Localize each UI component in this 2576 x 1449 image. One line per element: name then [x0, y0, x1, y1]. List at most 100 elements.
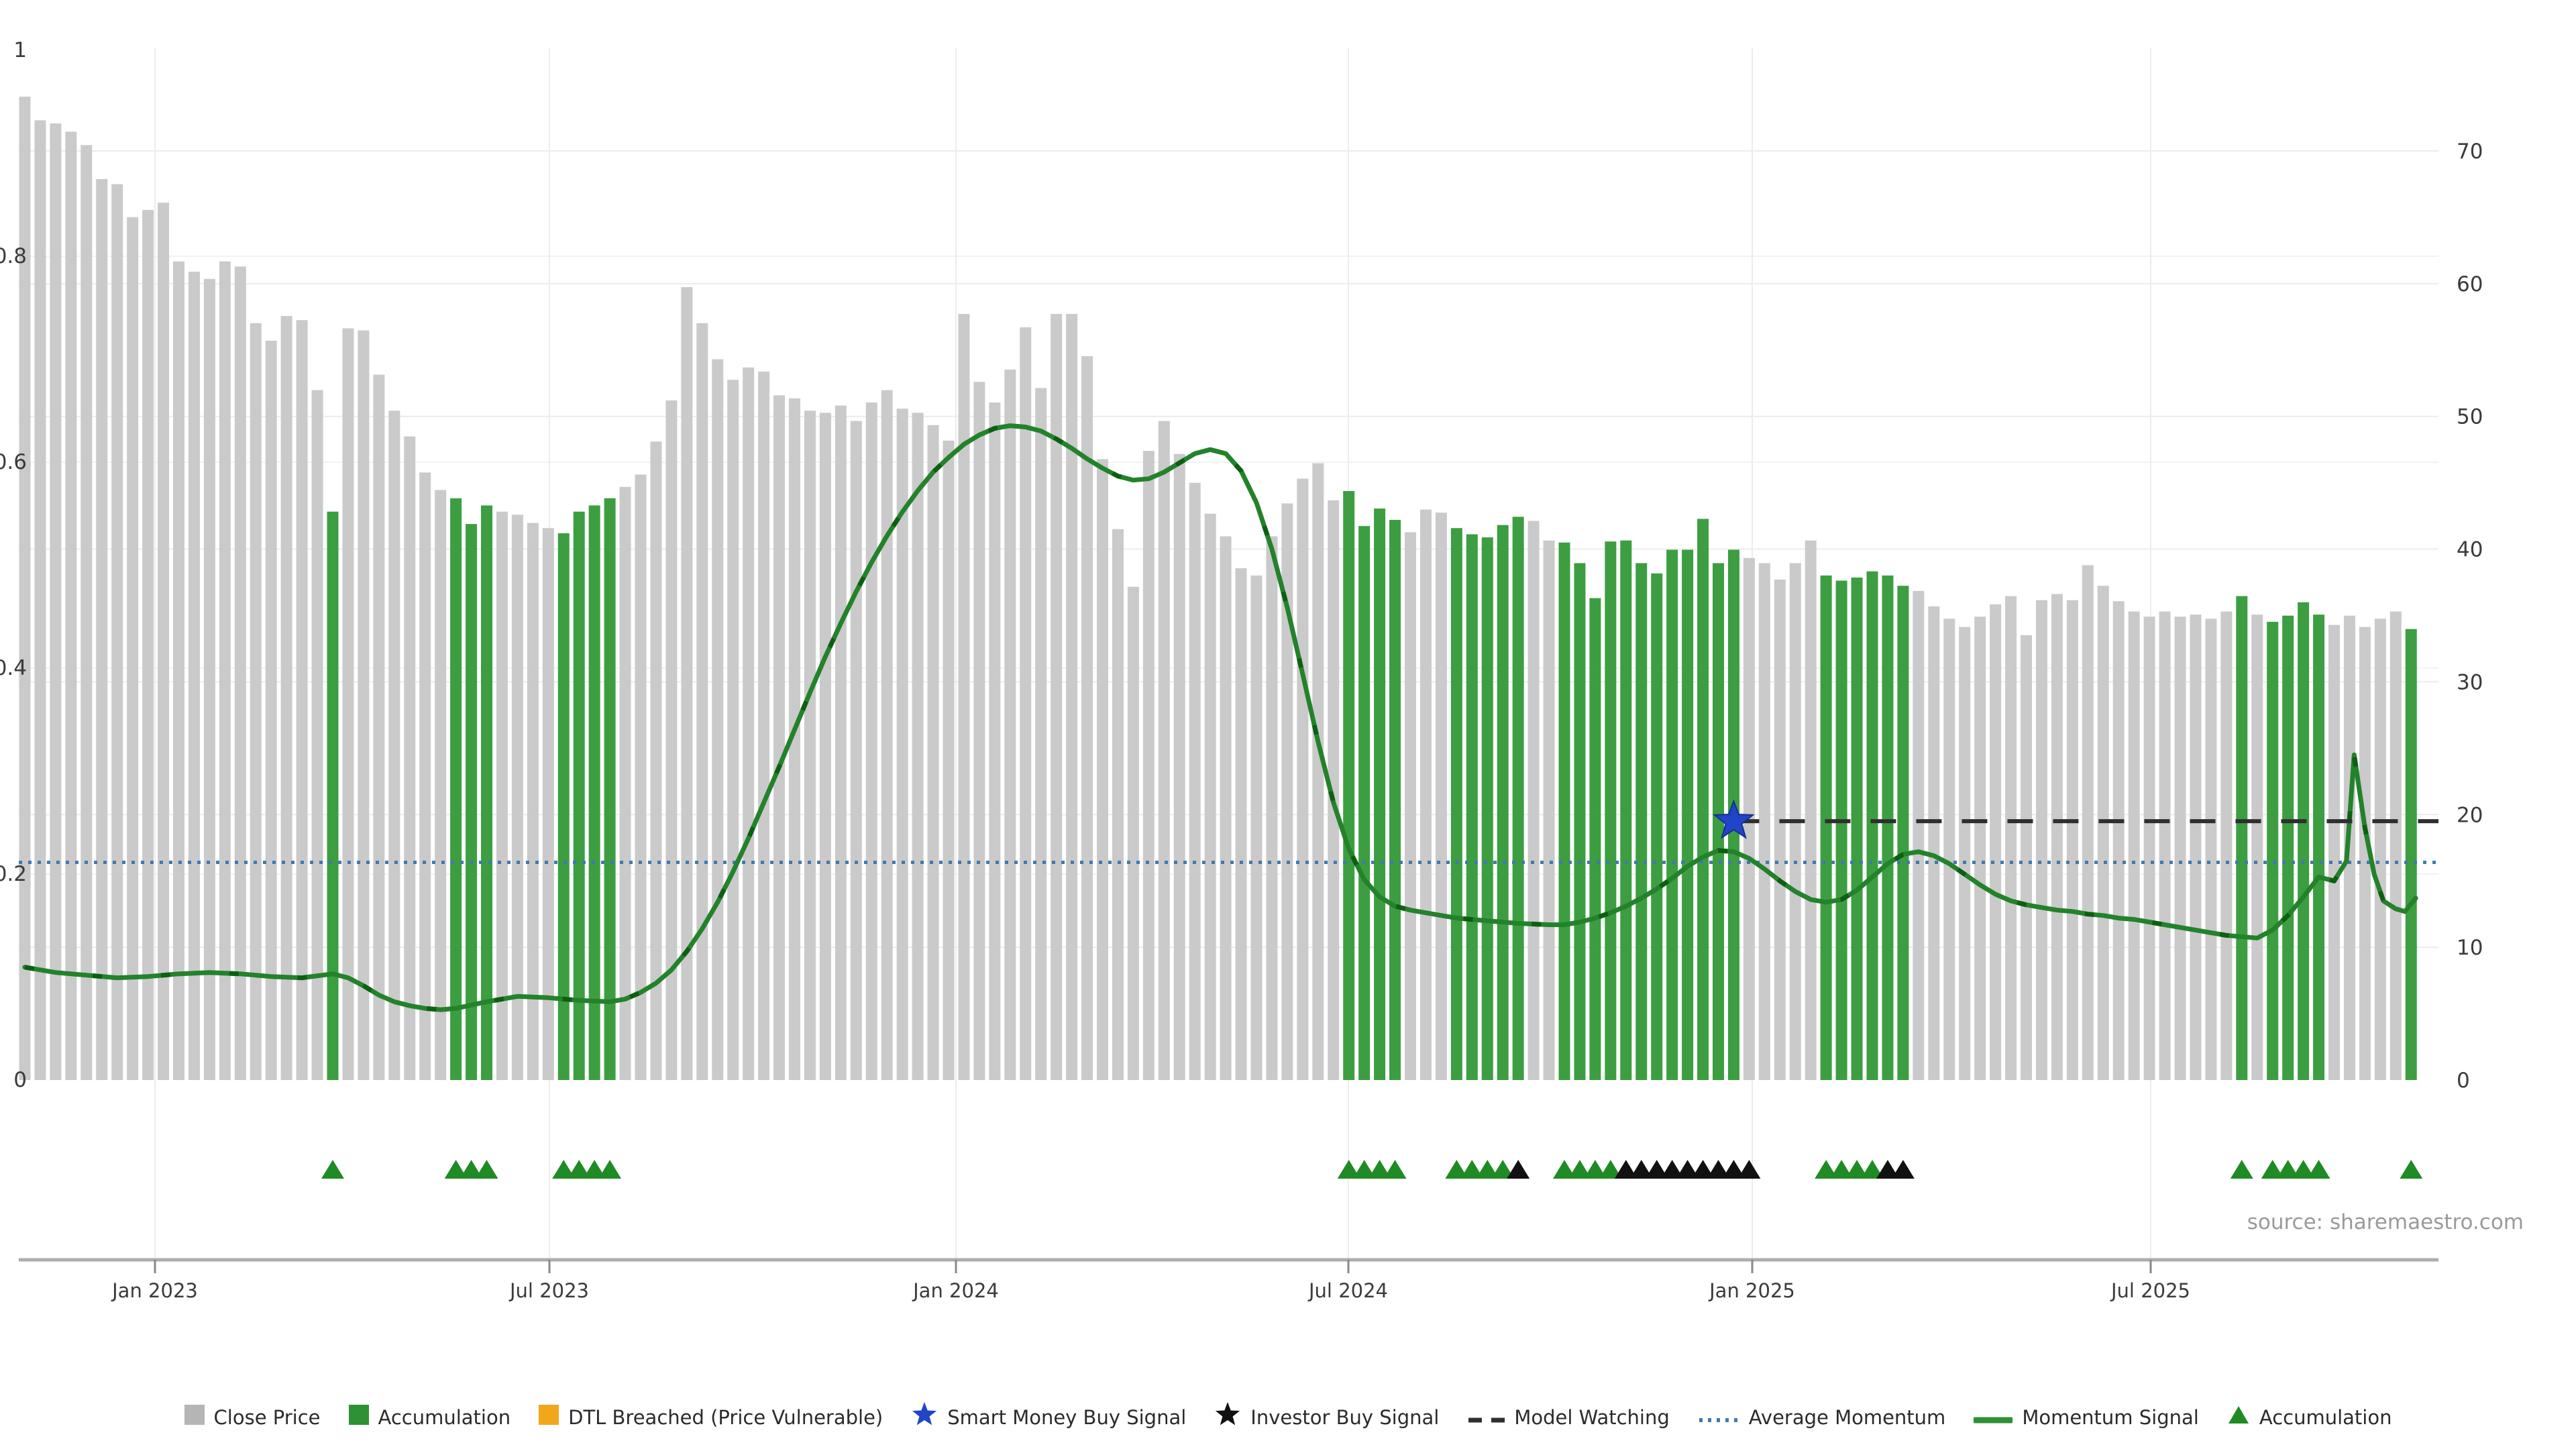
investor-triangle-icon — [1876, 1160, 1899, 1179]
close-price-bar — [681, 287, 693, 1080]
close-price-bar — [127, 217, 139, 1080]
close-price-bar — [511, 515, 523, 1080]
smart-money-star-icon — [911, 1401, 938, 1434]
accumulation-bar — [1713, 563, 1724, 1080]
close-price-bar — [727, 380, 739, 1081]
accumulation-bar — [1512, 517, 1524, 1080]
close-price-bar — [973, 382, 985, 1080]
close-price-bar — [850, 421, 862, 1080]
close-price-bar — [296, 320, 308, 1080]
close-price-bar — [1913, 590, 1925, 1080]
accumulation-bar — [1897, 586, 1909, 1080]
accumulation-triangle-icon — [1815, 1160, 1838, 1179]
accumulation-triangle-icon — [1337, 1160, 1360, 1179]
close-price-bar — [1066, 313, 1078, 1081]
close-price-bar — [2220, 611, 2233, 1080]
left-axis-tick-label: 0.8 — [0, 244, 27, 268]
close-price-bar — [1527, 521, 1540, 1080]
investor-triangle-icon — [1707, 1160, 1730, 1179]
close-price-bar — [234, 266, 246, 1081]
close-price-bar — [219, 261, 231, 1080]
close-price-bar — [1020, 327, 1032, 1080]
accumulation-bar — [1389, 519, 1401, 1080]
close-price-bar — [2159, 611, 2171, 1080]
close-price-bar — [404, 436, 416, 1080]
accumulation-bar — [1820, 575, 1832, 1080]
close-price-bar — [1312, 463, 1324, 1080]
investor-triangle-icon — [1614, 1160, 1638, 1179]
close-price-bar — [1805, 540, 1817, 1080]
accumulation-bar — [2298, 602, 2310, 1080]
close-price-bar — [2190, 614, 2202, 1080]
close-price-bar — [388, 411, 400, 1080]
close-price-bar — [65, 131, 77, 1080]
close-price-bar — [2005, 596, 2017, 1080]
close-price-bar — [1235, 568, 1247, 1080]
close-price-bar — [435, 490, 447, 1080]
momentum-signal-line-icon — [1972, 1406, 2015, 1429]
close-price-bar — [2021, 635, 2032, 1080]
close-price-bar — [1266, 536, 1278, 1080]
accumulation-bar — [1666, 549, 1678, 1080]
investor-triangle-icon — [1645, 1160, 1668, 1179]
accumulation-triangle-swatch-icon — [2227, 1405, 2250, 1430]
accumulation-triangle-icon — [583, 1160, 606, 1179]
close-price-bar — [142, 209, 154, 1080]
momentum-signal-line — [22, 423, 2418, 1012]
investor-triangle-icon — [1722, 1160, 1746, 1179]
investor-triangle-icon — [1660, 1160, 1684, 1179]
accumulation-bar — [2236, 596, 2248, 1080]
x-axis-date-label: Jan 2024 — [912, 1279, 999, 1302]
close-price-bar — [203, 278, 215, 1080]
close-price-bar — [804, 411, 816, 1080]
x-axis-date-label: Jan 2025 — [1708, 1279, 1795, 1302]
close-price-bar — [1774, 579, 1786, 1080]
accumulation-bar — [481, 505, 492, 1080]
accumulation-bar — [1882, 575, 1894, 1080]
close-price-bar — [943, 440, 955, 1080]
close-price-bar — [1142, 451, 1155, 1080]
accumulation-bar — [1497, 525, 1509, 1080]
close-price-bar — [912, 413, 924, 1080]
legend-item: DTL Breached (Price Vulnerable) — [539, 1405, 883, 1430]
close-price-bar — [743, 367, 755, 1080]
close-price-bar — [896, 409, 908, 1080]
accumulation-bar — [2282, 615, 2294, 1080]
accumulation-bar — [1682, 549, 1694, 1080]
close-price-bar — [696, 323, 708, 1080]
close-price-bar — [80, 145, 93, 1081]
accumulation-bar — [1866, 571, 1878, 1080]
accumulation-triangle-icon — [1460, 1160, 1484, 1179]
right-axis-tick-label: 50 — [2457, 405, 2483, 429]
accumulation-bar — [1343, 490, 1355, 1080]
x-axis-date-label: Jul 2025 — [2110, 1279, 2190, 1302]
accumulation-triangle-icon — [1553, 1160, 1576, 1179]
legend-label: Model Watching — [1514, 1405, 1670, 1429]
close-price-bar — [419, 472, 431, 1080]
left-axis-tick-label: 0.2 — [0, 862, 27, 886]
close-price-bar — [542, 528, 554, 1080]
close-price-bar — [2374, 619, 2386, 1080]
accumulation-bar — [573, 511, 585, 1080]
accumulation-bar — [588, 505, 600, 1080]
close-price-bar — [158, 203, 170, 1081]
close-price-bar — [1112, 529, 1124, 1080]
close-price-swatch-icon — [184, 1405, 205, 1430]
close-price-bar — [1158, 421, 1170, 1080]
close-price-bar — [1419, 509, 1432, 1080]
legend-item: Close Price — [184, 1405, 321, 1430]
model-watching-dash-icon — [1467, 1406, 1505, 1429]
accumulation-triangle-icon — [2292, 1160, 2315, 1179]
close-price-bar — [2035, 600, 2047, 1080]
close-price-bar — [527, 523, 539, 1080]
legend-label: Close Price — [213, 1405, 321, 1429]
accumulation-bar — [466, 524, 478, 1080]
close-price-bar — [342, 328, 354, 1081]
legend-item: Smart Money Buy Signal — [911, 1401, 1186, 1434]
close-price-bar — [1127, 586, 1139, 1080]
accumulation-triangle-icon — [1352, 1160, 1376, 1179]
accumulation-triangle-icon — [2400, 1160, 2423, 1179]
left-axis-tick-label: 0.4 — [0, 656, 27, 680]
close-price-bar — [2328, 625, 2340, 1080]
accumulation-triangle-icon — [1568, 1160, 1591, 1179]
